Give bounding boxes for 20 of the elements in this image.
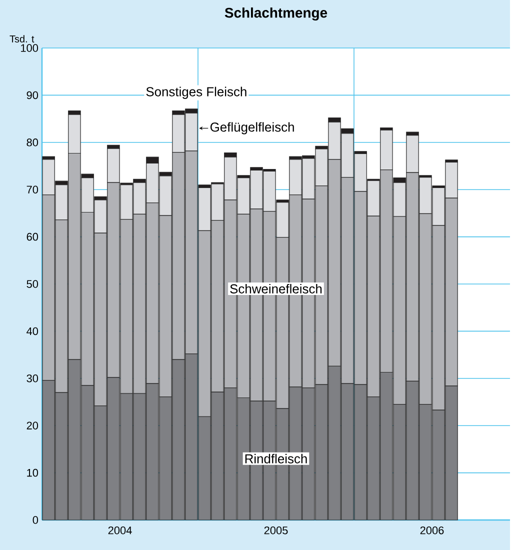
y-tick-label: 10 xyxy=(27,468,38,477)
y-tick-label: 100 xyxy=(21,44,38,52)
chart-title: Schlachtmenge xyxy=(225,7,328,21)
y-tick-label: 60 xyxy=(27,232,38,241)
series-label: Schweinefleisch xyxy=(230,284,322,294)
series-label: Sonstiges Fleisch xyxy=(146,86,247,99)
x-tick-label: 2006 xyxy=(420,526,444,534)
y-tick-label: 80 xyxy=(26,138,38,146)
y-tick-label: 50 xyxy=(26,280,38,288)
y-tick-label: 20 xyxy=(27,422,38,430)
y-axis-title: Tsd. t xyxy=(10,35,34,42)
y-tick-label: 40 xyxy=(26,327,38,336)
x-tick-label: 2005 xyxy=(264,526,288,534)
y-tick-label: 70 xyxy=(27,186,38,194)
y-tick-label: 0 xyxy=(33,516,38,524)
x-tick-label: 2004 xyxy=(108,526,132,534)
y-tick-label: 90 xyxy=(27,91,38,100)
series-label: Rindfleisch xyxy=(246,454,308,464)
series-label: Geflügelfleisch xyxy=(210,122,294,134)
y-tick-label: 30 xyxy=(26,374,38,382)
